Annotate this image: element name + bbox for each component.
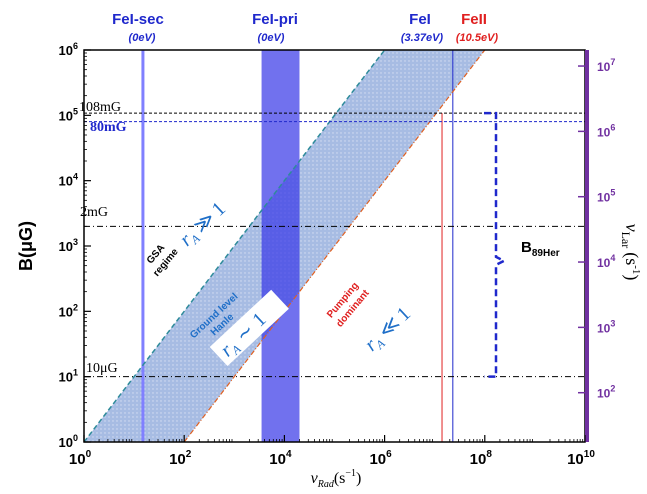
fei-sec-label: FeI-sec (112, 11, 164, 28)
label-2mG: 2mG (80, 205, 108, 220)
label-10uG: 10μG (86, 361, 118, 376)
x-axis-ticks: 100 102 104 106 108 1010 (69, 435, 595, 468)
y2-tick-label: 107 (597, 57, 615, 74)
y2-tick-label: 106 (597, 122, 615, 139)
x-axis-label: νRad(s−1) (311, 468, 362, 490)
y2-tick-label: 104 (597, 253, 615, 270)
fei-pri-label: FeI-pri (252, 11, 298, 28)
svg-text:rA≪1: rA≪1 (360, 303, 416, 357)
y-tick-label: 104 (59, 172, 78, 189)
x-tick-label: 1010 (567, 449, 595, 468)
rA-ll-annotation: rA≪1 (360, 303, 416, 357)
y2-tick-label: 102 (597, 384, 615, 401)
y-tick-label: 101 (59, 368, 78, 385)
feii-energy: (10.5eV) (456, 32, 499, 44)
rA-sim-annotation: rA∼1 (209, 289, 289, 367)
fei-sec-energy: (0eV) (129, 32, 156, 44)
x-tick-label: 102 (169, 449, 192, 468)
fei-label: FeI (409, 11, 431, 28)
label-80mG: 80mG (90, 120, 127, 135)
fei-sec-line (141, 50, 145, 442)
x-tick-label: 100 (69, 449, 92, 468)
band-upper-edge (83, 49, 386, 443)
label-108mG: 108mG (79, 100, 121, 115)
fei-pri-band (261, 50, 300, 442)
y-axis-ticks: 100 101 102 103 104 105 106 (59, 41, 91, 450)
rA-sim-box (209, 289, 289, 367)
y2-tick-label: 103 (597, 318, 615, 335)
y2-axis-ticks: 102 103 104 105 106 107 (578, 57, 615, 401)
y2-axis-label: νLar(s-1) (619, 224, 642, 281)
y-tick-label: 103 (59, 237, 78, 254)
y2-tick-label: 105 (597, 188, 615, 205)
x-tick-label: 104 (269, 449, 292, 468)
gsa-annotation: GSA regime (145, 243, 181, 279)
x-tick-label: 108 (470, 449, 493, 468)
y-tick-label: 100 (59, 433, 78, 450)
x-tick-label: 106 (369, 449, 392, 468)
pumping-annotation: Pumping dominant (325, 280, 372, 329)
fei-energy: (3.37eV) (401, 32, 444, 44)
y-tick-label: 106 (59, 41, 78, 58)
y-tick-label: 105 (59, 106, 78, 123)
y-axis-label: B(μG) (16, 221, 36, 271)
y-tick-label: 102 (59, 302, 78, 319)
b89her-bracket (484, 111, 507, 378)
svg-text:rA≫1: rA≫1 (175, 198, 231, 252)
band-lower-edge (183, 49, 486, 443)
b89her-label: B89Her (521, 239, 560, 259)
feii-label: FeII (461, 11, 487, 28)
fei-pri-energy: (0eV) (258, 32, 285, 44)
rA-gg-annotation: rA≫1 (175, 198, 231, 252)
